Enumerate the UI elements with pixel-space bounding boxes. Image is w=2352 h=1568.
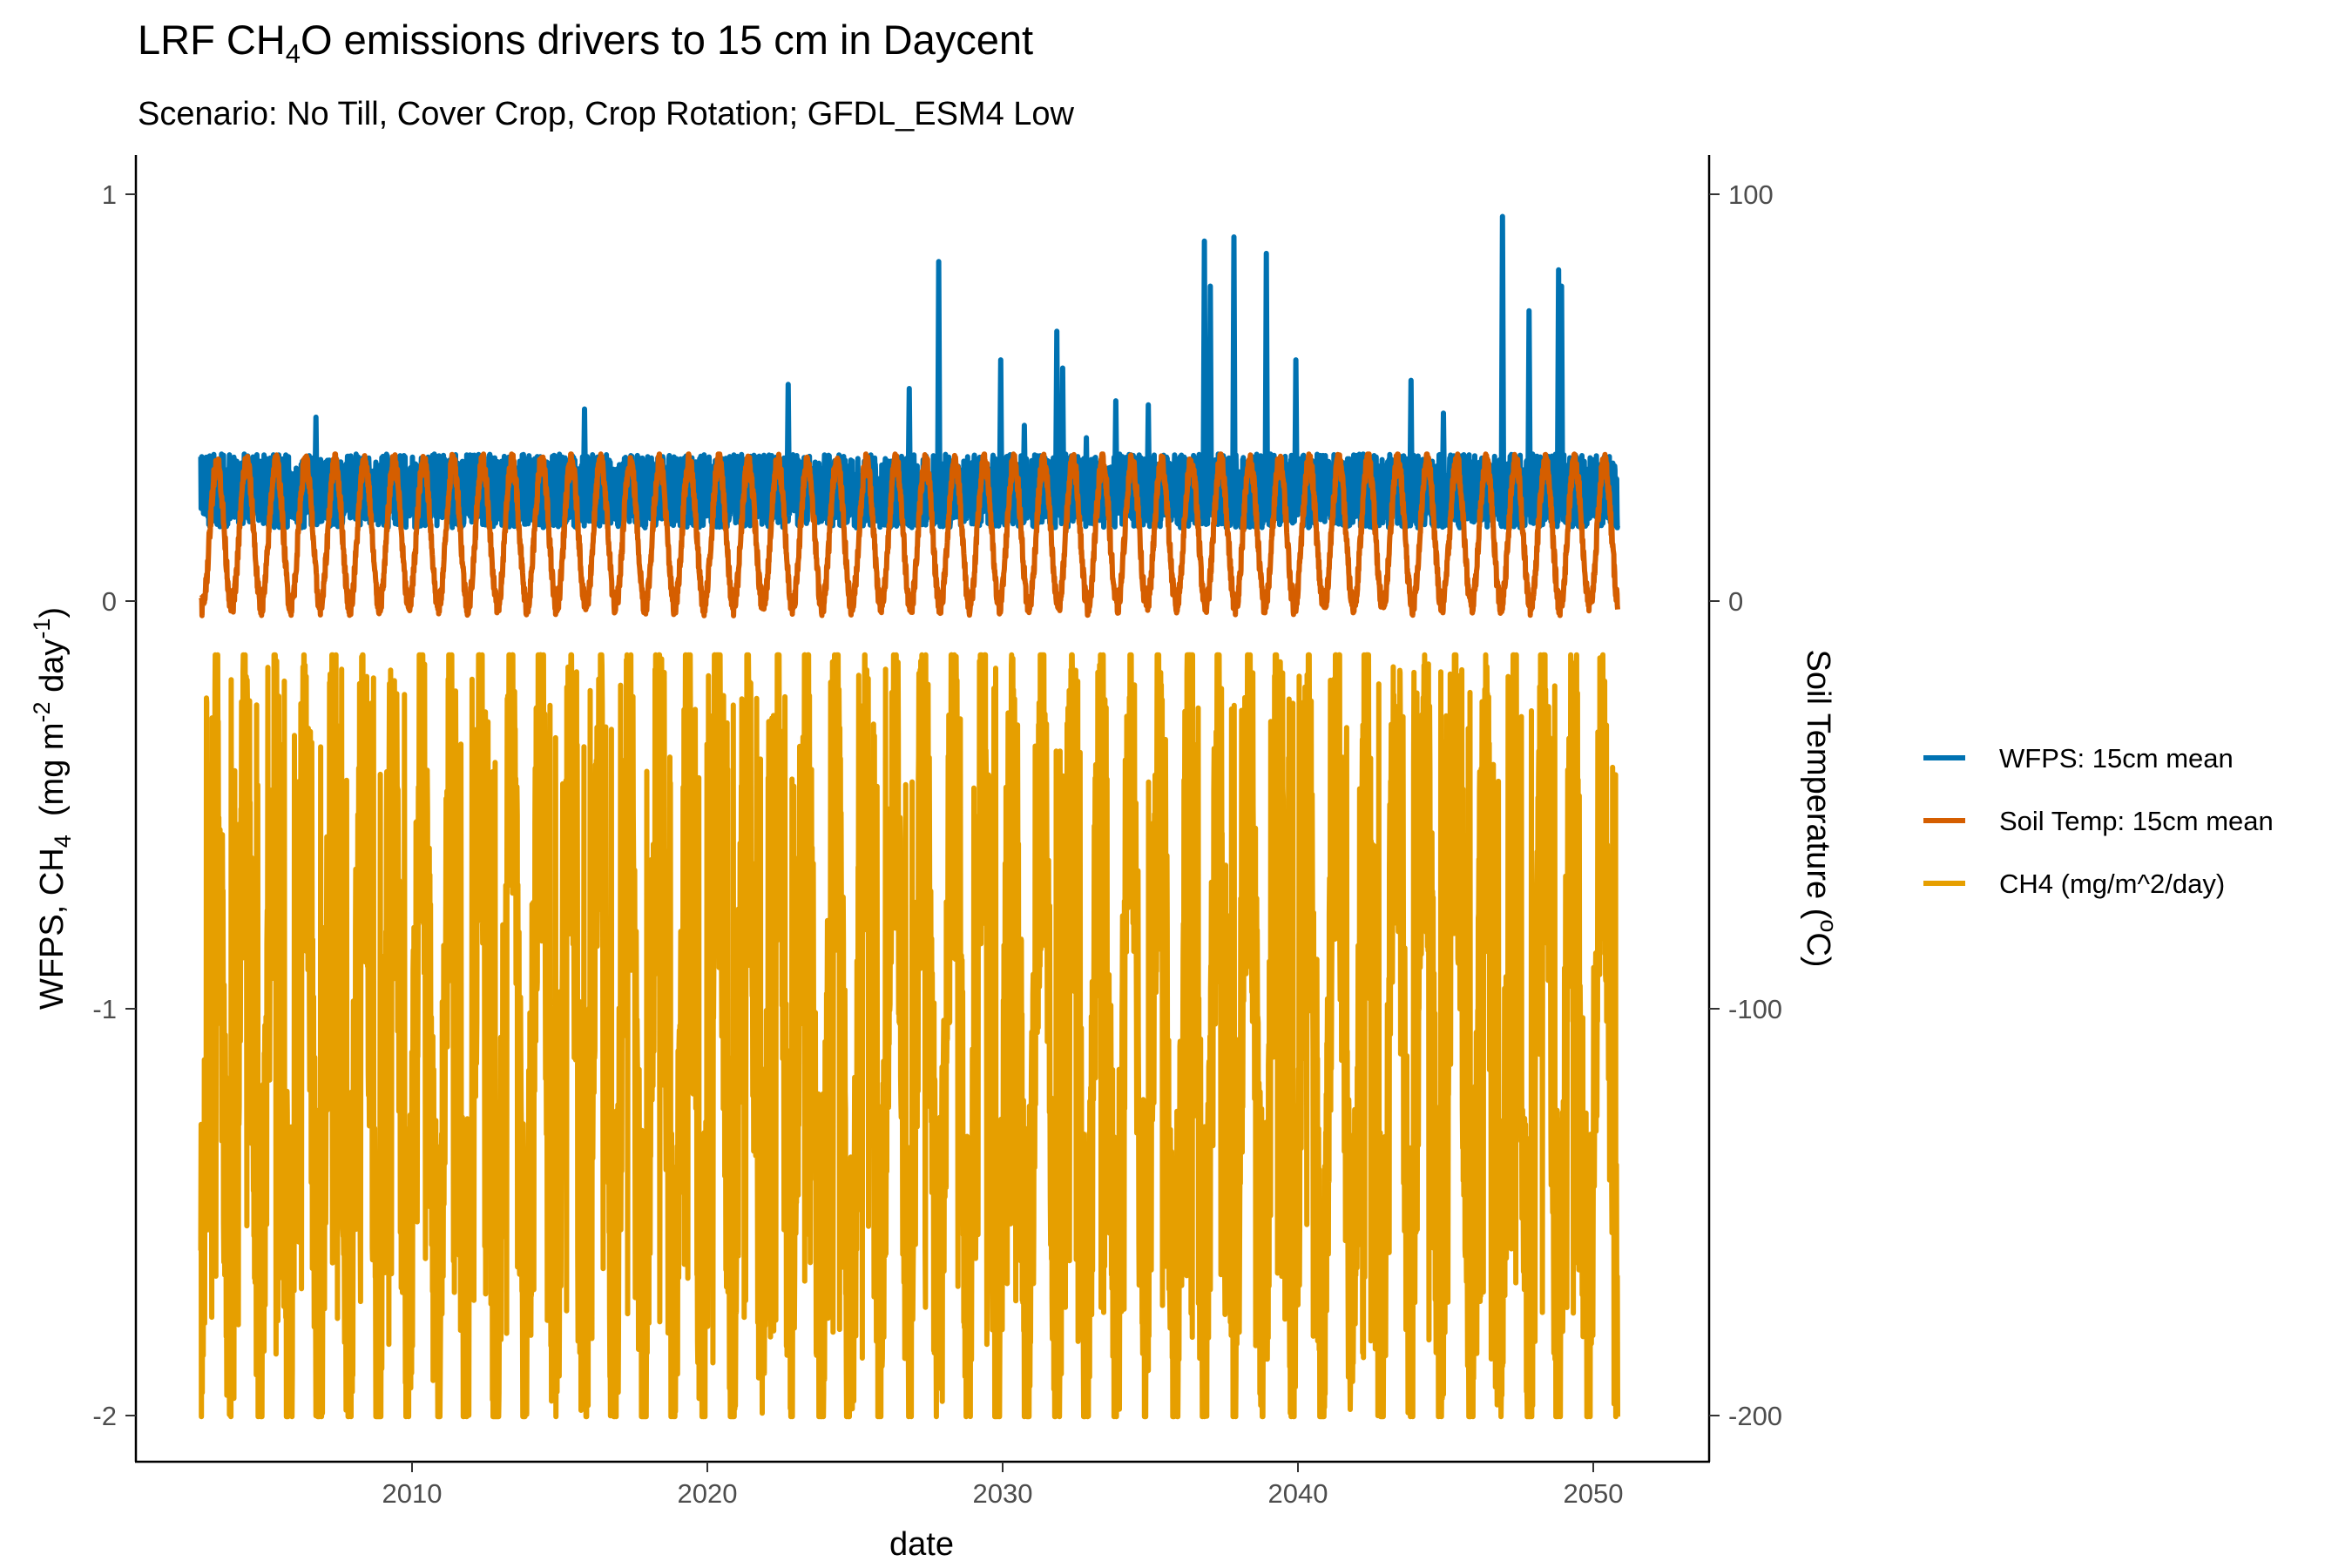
right-y-tick-label: -200 (1728, 1401, 1782, 1431)
chart-title-subscript: 4 (286, 38, 301, 69)
x-axis-title: date (889, 1526, 954, 1563)
x-ticks: 2010 2020 2030 2040 2050 (382, 1462, 1624, 1509)
legend-label-soil-temp: Soil Temp: 15cm mean (1999, 806, 2274, 836)
left-y-tick-label: -1 (92, 994, 117, 1024)
legend-label-ch4: CH4 (mg/m^2/day) (1999, 868, 2225, 899)
left-y-axis-title-part: day (34, 639, 71, 702)
series-line-ch4 (198, 652, 1620, 1420)
left-y-axis-title-part: (mg m (34, 722, 71, 835)
legend-label-wfps: WFPS: 15cm mean (1999, 743, 2234, 774)
left-y-tick-label: 0 (102, 586, 117, 617)
right-y-tick-label: 0 (1728, 586, 1743, 617)
series-line-wfps (198, 213, 1620, 531)
right-y-axis-title-sup: o (1815, 919, 1842, 932)
legend: WFPS: 15cm mean Soil Temp: 15cm mean CH4… (1923, 743, 2274, 899)
left-y-tick-label: -2 (92, 1401, 117, 1431)
x-tick-label: 2050 (1564, 1478, 1624, 1509)
left-y-ticks: 1 0 -1 -2 (92, 179, 136, 1431)
left-y-axis-title-part: ) (34, 607, 71, 618)
series-layer (198, 213, 1620, 1420)
left-y-axis-title-sup: -2 (29, 701, 55, 722)
right-y-axis-title-part: C) (1800, 932, 1836, 967)
series-line-soil-temp (198, 451, 1620, 618)
right-y-tick-label: -100 (1728, 994, 1782, 1024)
right-y-ticks: 100 0 -100 -200 (1709, 179, 1782, 1431)
right-y-axis-title-part: Soil Temperature ( (1800, 650, 1836, 920)
left-y-axis-title-sub: 4 (50, 835, 76, 848)
chart-title-part: LRF CH (138, 17, 286, 63)
right-y-tick-label: 100 (1728, 179, 1774, 210)
x-tick-label: 2040 (1268, 1478, 1328, 1509)
x-tick-label: 2010 (382, 1478, 443, 1509)
chart-title: LRF CH4O emissions drivers to 15 cm in D… (138, 17, 1033, 69)
x-tick-label: 2030 (973, 1478, 1033, 1509)
chart-title-part: O emissions drivers to 15 cm in Daycent (301, 17, 1033, 63)
right-y-axis-title: Soil Temperature (oC) (1800, 650, 1842, 968)
left-y-axis-title-part: WFPS, CH (34, 848, 71, 1010)
chart-subtitle: Scenario: No Till, Cover Crop, Crop Rota… (138, 96, 1075, 132)
left-y-axis-title: WFPS, CH4 (mg m-2 day-1) (29, 607, 76, 1010)
left-y-axis-title-sup: -1 (29, 618, 55, 639)
left-y-tick-label: 1 (102, 179, 117, 210)
x-tick-label: 2020 (678, 1478, 738, 1509)
